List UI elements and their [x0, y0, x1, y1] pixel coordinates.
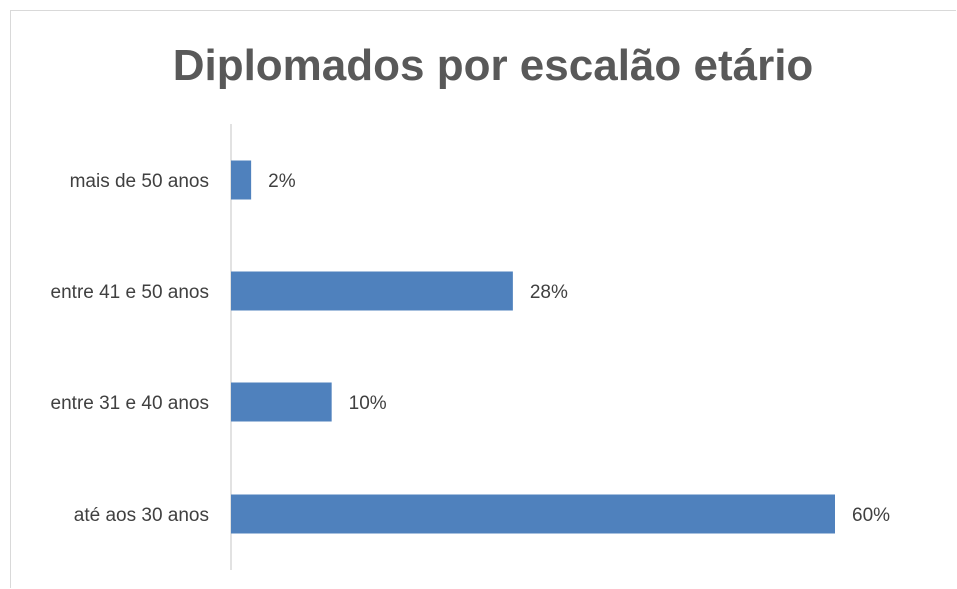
category-label-1: entre 41 e 50 anos — [51, 282, 209, 303]
category-label-3: até aos 30 anos — [74, 505, 209, 526]
bar-0 — [231, 160, 252, 200]
value-label-2: 10% — [349, 393, 387, 414]
bars-layer: mais de 50 anos 2% entre 41 e 50 anos 28% en… — [51, 160, 890, 534]
chart-frame — [10, 10, 956, 588]
bar-2 — [231, 382, 332, 422]
value-label-3: 60% — [852, 505, 890, 526]
bar-3 — [231, 494, 835, 534]
value-label-1: 28% — [530, 282, 568, 303]
chart-title: Diplomados por escalão etário — [173, 41, 814, 90]
bar-1 — [231, 271, 513, 311]
category-label-2: entre 31 e 40 anos — [51, 393, 209, 414]
category-label-0: mais de 50 anos — [70, 171, 209, 192]
value-label-0: 2% — [268, 171, 296, 192]
